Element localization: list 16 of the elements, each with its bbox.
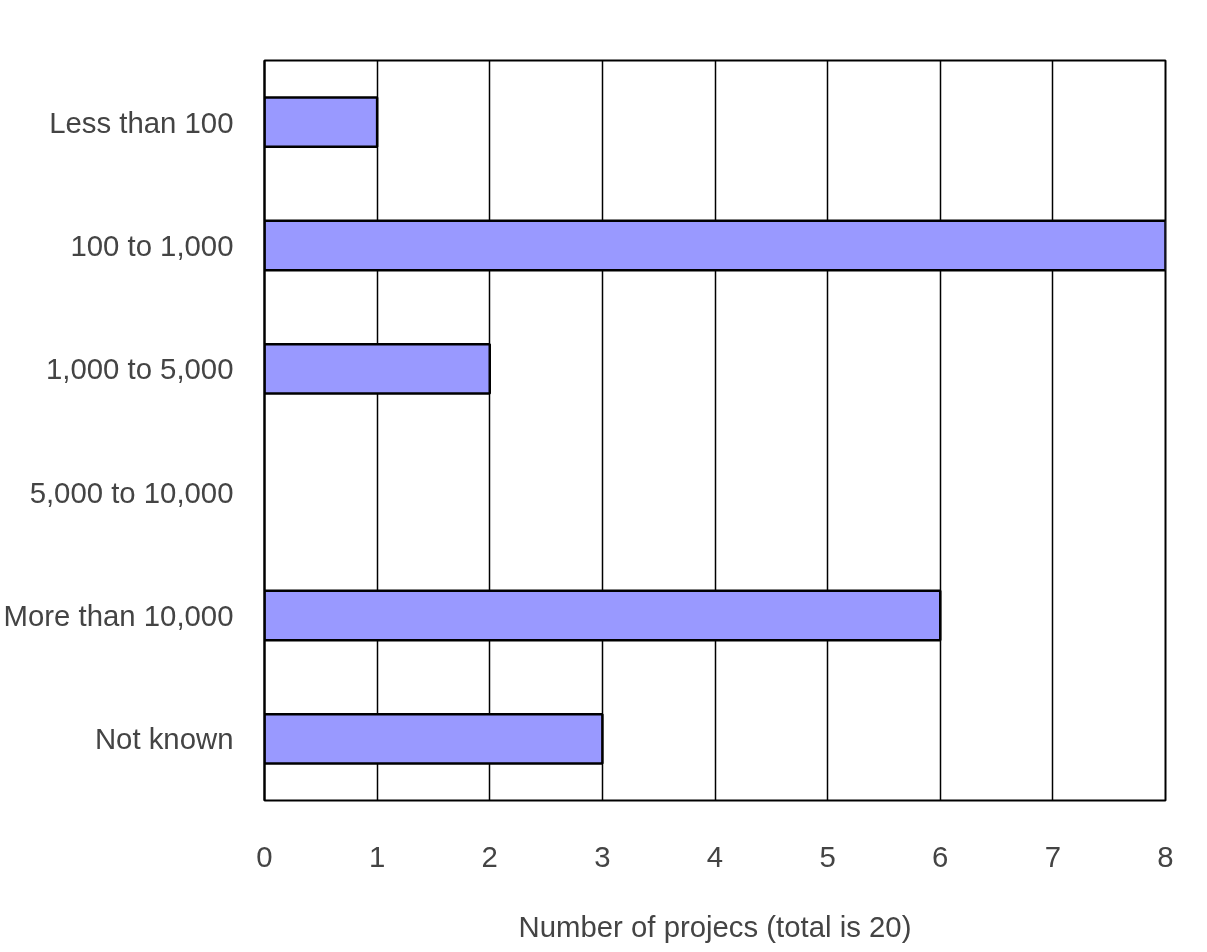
y-tick-label: 1,000 to 5,000 — [45, 352, 234, 386]
x-tick-label: 7 — [1044, 839, 1062, 873]
y-tick-label: 5,000 to 10,000 — [29, 475, 234, 509]
x-tick-label: 6 — [932, 839, 949, 873]
y-tick-label: Not known — [94, 722, 234, 756]
y-tick-label: Less than 100 — [49, 105, 234, 139]
y-tick-label: More than 10,000 — [3, 599, 234, 632]
x-tick-label: 8 — [1157, 839, 1174, 873]
y-tick-label: 100 to 1,000 — [70, 229, 234, 262]
x-tick-label: 4 — [706, 839, 724, 873]
x-tick-label: 3 — [594, 839, 611, 873]
x-tick-label: 1 — [368, 839, 386, 873]
x-tick-label: 0 — [256, 839, 273, 873]
x-tick-label: 5 — [819, 839, 836, 873]
x-axis-title: Number of projecs (total is 20) — [518, 909, 912, 943]
x-tick-label: 2 — [481, 839, 498, 873]
